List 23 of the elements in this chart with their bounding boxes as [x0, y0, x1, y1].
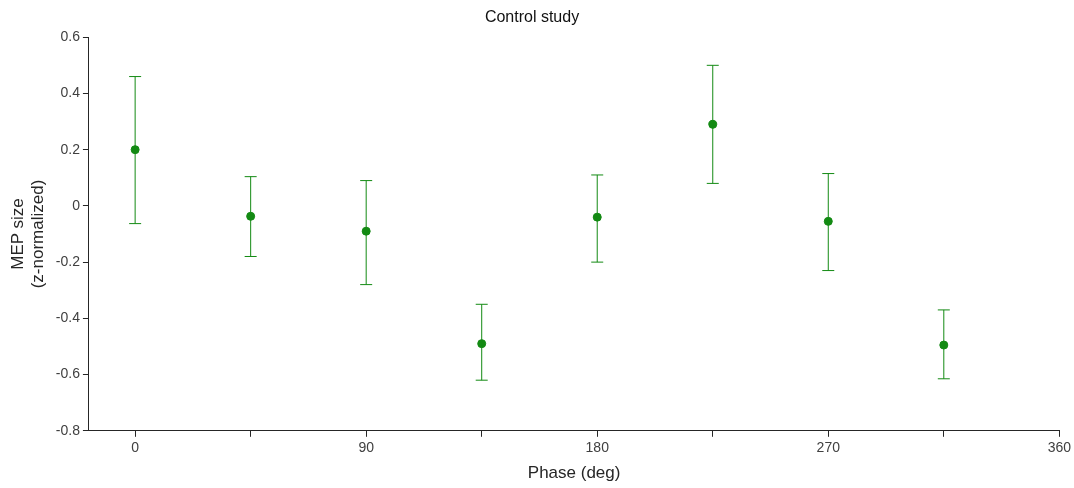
y-tick-label: -0.8 [55, 421, 81, 438]
y-tick-label: 0.4 [60, 84, 81, 101]
y-tick-label: -0.6 [55, 365, 81, 382]
point [477, 339, 487, 349]
y-tick-label: -0.4 [55, 309, 81, 326]
x-tick-label: 90 [358, 439, 375, 456]
point [939, 340, 949, 350]
x-tick-label: 270 [816, 439, 841, 456]
x-tick-label: 180 [585, 439, 610, 456]
y-tick-label: -0.2 [55, 252, 81, 269]
point [246, 211, 256, 221]
point [823, 216, 833, 226]
y-tick-label: 0.2 [60, 140, 81, 157]
y-axis-title: MEP size (z-normalized) [7, 179, 48, 289]
y-tick-label: 0.6 [60, 28, 81, 45]
point [708, 119, 718, 129]
point [361, 226, 371, 236]
point [592, 212, 602, 222]
chart-title: Control study [484, 8, 580, 26]
x-tick-label: 0 [131, 439, 140, 456]
x-tick-label: 360 [1047, 439, 1072, 456]
y-tick-label: 0 [72, 196, 81, 213]
x-axis-title: Phase (deg) [527, 463, 621, 483]
